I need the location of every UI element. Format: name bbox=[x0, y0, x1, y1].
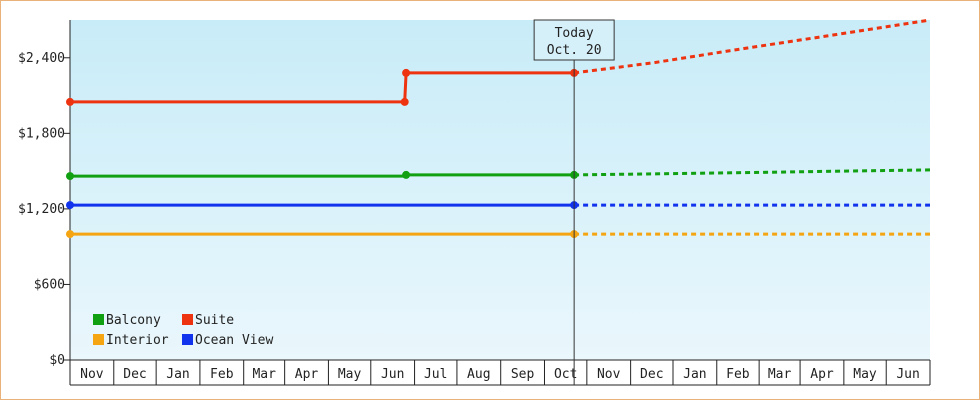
x-month-label: Jan bbox=[683, 367, 706, 382]
today-label: Today bbox=[555, 26, 594, 41]
y-tick-label: $1,800 bbox=[18, 126, 65, 141]
legend-swatch-interior bbox=[93, 334, 104, 345]
x-month-label: Feb bbox=[210, 367, 234, 382]
x-month-label: Jan bbox=[166, 367, 189, 382]
today-box bbox=[533, 19, 615, 61]
y-tick-label: $600 bbox=[34, 277, 65, 292]
balcony-point bbox=[402, 170, 411, 179]
x-month-label: Apr bbox=[295, 367, 319, 382]
legend-label-suite: Suite bbox=[195, 313, 234, 328]
ocean-view-point bbox=[66, 201, 74, 210]
legend-label-balcony: Balcony bbox=[106, 313, 161, 328]
suite-point bbox=[400, 97, 409, 106]
interior-point bbox=[66, 230, 74, 239]
y-tick-label: $1,200 bbox=[18, 202, 65, 217]
x-month-label: Oct bbox=[554, 367, 577, 382]
legend: Balcony Suite Interior Ocean View bbox=[93, 313, 273, 348]
x-month-label: May bbox=[338, 367, 362, 382]
plot-area bbox=[70, 20, 930, 360]
x-month-label: Aug bbox=[467, 367, 490, 382]
x-month-label: Mar bbox=[768, 367, 792, 382]
x-month-label: Jun bbox=[896, 367, 919, 382]
x-month-label: Jul bbox=[424, 367, 447, 382]
x-month-label: Apr bbox=[810, 367, 834, 382]
legend-label-interior: Interior bbox=[106, 333, 169, 348]
y-tick-label: $0 bbox=[49, 353, 65, 368]
x-month-label: Feb bbox=[726, 367, 750, 382]
legend-swatch-balcony bbox=[93, 314, 104, 325]
legend-swatch-ocean-view bbox=[182, 334, 193, 345]
x-month-label: Mar bbox=[252, 367, 276, 382]
x-month-label: Dec bbox=[640, 367, 663, 382]
x-month-label: Jun bbox=[381, 367, 404, 382]
today-date-label: Oct. 20 bbox=[547, 43, 602, 58]
x-month-label: Nov bbox=[80, 367, 104, 382]
y-axis: $0 $600 $1,200 $1,800 $2,400 bbox=[18, 20, 71, 368]
balcony-history-line bbox=[70, 173, 575, 178]
balcony-forecast-line bbox=[574, 168, 931, 177]
balcony-point bbox=[66, 172, 74, 181]
legend-label-ocean-view: Ocean View bbox=[195, 333, 273, 348]
legend-swatch-suite bbox=[182, 314, 193, 325]
suite-point bbox=[402, 68, 411, 77]
x-month-label: Nov bbox=[597, 367, 621, 382]
suite-point bbox=[66, 97, 74, 106]
suite-forecast-line bbox=[573, 18, 931, 75]
x-month-label: Dec bbox=[123, 367, 146, 382]
x-axis: Nov Dec Jan Feb Mar Apr May Jun Jul Aug Sep Oct Nov D… bbox=[69, 359, 931, 386]
x-month-label: May bbox=[853, 367, 877, 382]
today-marker: Today Oct. 20 bbox=[533, 19, 615, 385]
x-month-label: Sep bbox=[511, 367, 535, 382]
suite-history-line bbox=[70, 71, 575, 104]
y-tick-label: $2,400 bbox=[18, 51, 65, 66]
